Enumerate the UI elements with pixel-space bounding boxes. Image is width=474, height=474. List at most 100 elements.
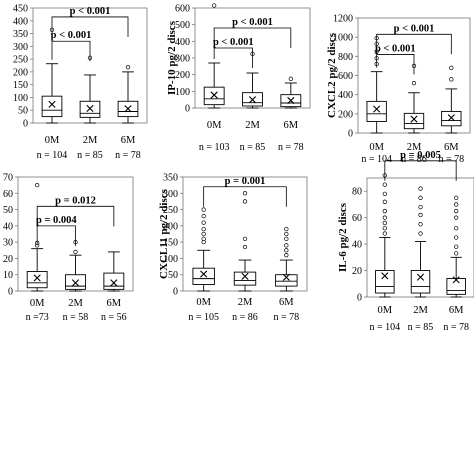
p-value-label: p = 0.012 — [55, 195, 96, 206]
n-label: n = 78 — [439, 154, 465, 165]
outlier-point — [201, 213, 206, 219]
y-tick-label: 200 — [175, 70, 190, 81]
category-label: 2M — [413, 305, 428, 316]
y-tick-label: 500 — [175, 20, 190, 31]
significance-bracket — [384, 160, 457, 181]
n-label: n = 85 — [240, 142, 266, 153]
iqr-box — [403, 112, 425, 130]
y-tick-label: 0 — [8, 287, 13, 298]
outlier-point — [284, 226, 289, 232]
y-tick-label: 0 — [348, 129, 353, 140]
y-tick-label: 150 — [13, 80, 28, 91]
outlier-point — [242, 199, 248, 204]
y-tick-label: 100 — [13, 93, 28, 104]
outlier-point — [454, 215, 459, 220]
outlier-point — [449, 65, 454, 70]
outlier-point — [201, 231, 206, 237]
y-tick-label: 450 — [13, 4, 28, 15]
category-label: 6M — [121, 135, 136, 146]
y-tick-label: 400 — [338, 90, 353, 101]
significance-bracket — [213, 27, 292, 48]
y-tick-label: 200 — [163, 221, 178, 232]
y-tick-label: 250 — [163, 205, 178, 216]
n-label: n = 86 — [401, 154, 427, 165]
category-label: 6M — [444, 142, 459, 153]
y-tick-label: 250 — [13, 55, 28, 66]
outlier-point — [454, 244, 459, 249]
y-tick-label: 70 — [3, 173, 13, 184]
p-value-label: p < 0.001 — [232, 17, 273, 28]
mean-marker — [210, 91, 218, 99]
y-tick-label: 350 — [13, 29, 28, 40]
y-tick-label: 300 — [13, 42, 28, 53]
y-tick-label: 400 — [13, 16, 28, 27]
box-2M — [242, 51, 263, 109]
y-tick-label: 300 — [175, 54, 190, 65]
n-label: n = 56 — [101, 312, 127, 323]
box-6M — [103, 251, 125, 292]
outlier-point — [382, 199, 387, 204]
outlier-point — [454, 208, 459, 214]
y-tick-label: 60 — [352, 213, 362, 224]
box-2M — [233, 191, 257, 292]
iqr-box — [275, 274, 298, 287]
outlier-point — [125, 65, 131, 70]
outlier-point — [418, 204, 423, 210]
category-label: 6M — [284, 120, 299, 131]
box-2M — [410, 186, 431, 298]
category-label: 2M — [238, 297, 253, 308]
p-value-label: p < 0.001 — [394, 23, 435, 34]
category-label: 2M — [83, 135, 98, 146]
y-axis-label: CXCL2 pg/2 discs — [326, 32, 338, 118]
iqr-box — [103, 272, 125, 290]
outlier-point — [242, 191, 248, 196]
panel-4: 0 10 20 30 40 50 60 70 0M n =73 2M n = 58 6M n = 56 p … — [3, 173, 134, 323]
mean-marker — [200, 270, 208, 278]
box-0M — [375, 173, 395, 298]
y-axis-label: IP-10 pg/2 discs — [166, 20, 178, 95]
y-tick-label: 300 — [163, 189, 178, 200]
y-tick-label: 100 — [163, 254, 178, 265]
box-2M — [79, 55, 101, 124]
significance-bracket — [36, 205, 115, 227]
outlier-point — [35, 182, 40, 188]
mean-marker — [410, 115, 418, 123]
y-tick-label: 80 — [352, 187, 362, 198]
box-0M — [203, 3, 225, 109]
n-label: n = 103 — [199, 142, 230, 153]
box-6M — [117, 65, 139, 124]
y-tick-label: 10 — [3, 270, 13, 281]
mean-marker — [447, 114, 455, 122]
iqr-box — [41, 95, 63, 118]
iqr-box — [192, 267, 215, 285]
p-value-label: p < 0.001 — [213, 37, 254, 48]
category-label: 0M — [378, 305, 393, 316]
mean-marker — [48, 100, 56, 108]
mean-marker — [287, 96, 295, 105]
n-label: n =73 — [26, 312, 49, 323]
p-value-label: p < 0.001 — [375, 43, 416, 54]
n-label: n = 85 — [77, 150, 103, 161]
box-6M — [446, 195, 466, 298]
y-tick-label: 50 — [3, 205, 13, 216]
outlier-point — [418, 212, 423, 218]
y-tick-label: 20 — [3, 254, 13, 265]
box-0M — [26, 182, 48, 292]
box-6M — [275, 226, 298, 292]
iqr-box — [410, 270, 431, 294]
y-tick-label: 20 — [352, 266, 362, 277]
y-tick-label: 200 — [13, 67, 28, 78]
outlier-point — [418, 186, 423, 191]
iqr-box — [375, 270, 395, 294]
outlier-point — [201, 236, 206, 242]
y-tick-label: 1200 — [333, 14, 353, 25]
y-tick-label: 200 — [338, 109, 353, 120]
y-tick-label: 0 — [357, 293, 362, 304]
category-label: 0M — [207, 120, 222, 131]
iqr-box — [79, 100, 101, 118]
iqr-box — [203, 86, 225, 106]
outlier-point — [454, 251, 459, 256]
y-axis-label: IL-6 pg/2 discs — [337, 202, 349, 272]
